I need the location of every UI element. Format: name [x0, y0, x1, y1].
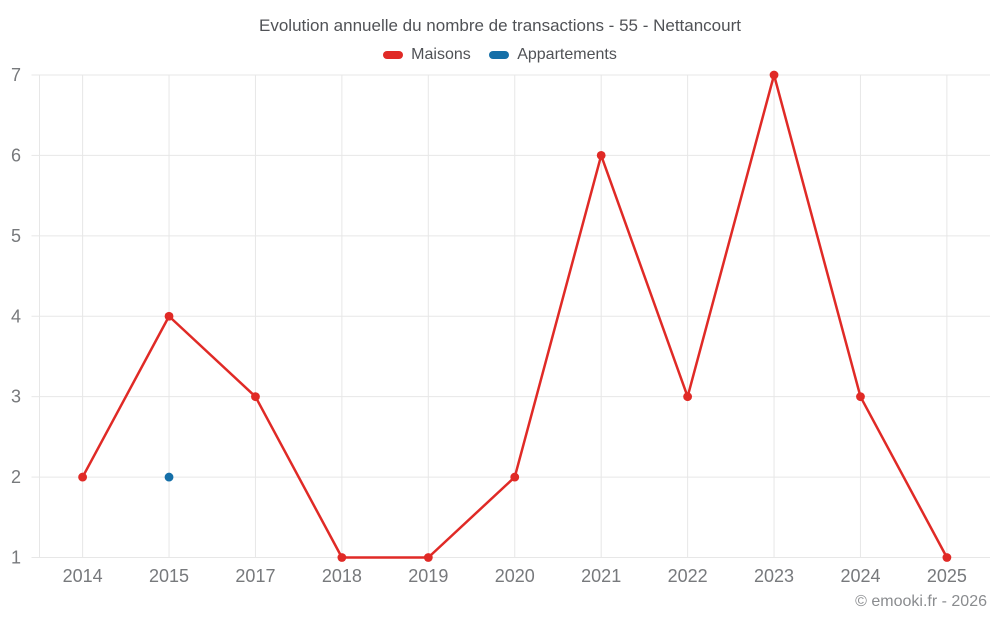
- data-point-maisons-2025[interactable]: [942, 553, 952, 562]
- y-axis-label: 5: [11, 226, 21, 246]
- data-point-maisons-2020[interactable]: [510, 472, 520, 482]
- appartements-legend-swatch-icon: [489, 51, 510, 59]
- x-axis-label: 2024: [840, 566, 880, 586]
- legend-label-maisons: Maisons: [411, 46, 471, 63]
- data-point-maisons-2017[interactable]: [251, 392, 260, 402]
- x-axis-label: 2014: [63, 566, 103, 586]
- y-axis-label: 6: [11, 145, 21, 165]
- data-point-appartements-2015[interactable]: [164, 472, 174, 482]
- data-point-maisons-2021[interactable]: [596, 151, 606, 160]
- x-axis-label: 2023: [754, 566, 794, 586]
- y-axis-label: 4: [11, 306, 21, 326]
- x-axis-label: 2020: [495, 566, 535, 586]
- maisons-legend-swatch-icon: [383, 51, 404, 59]
- x-axis-label: 2021: [581, 566, 621, 586]
- chart-title: Evolution annuelle du nombre de transact…: [259, 16, 741, 35]
- data-point-maisons-2015[interactable]: [164, 311, 174, 321]
- x-axis-label: 2018: [322, 566, 362, 586]
- data-point-maisons-2023[interactable]: [769, 70, 779, 80]
- data-point-maisons-2014[interactable]: [78, 472, 87, 482]
- y-axis-label: 2: [11, 467, 21, 487]
- legend-item-maisons[interactable]: Maisons: [383, 44, 471, 66]
- x-axis-label: 2025: [927, 566, 967, 586]
- legend-label-appartements: Appartements: [517, 46, 617, 63]
- y-axis-label: 7: [11, 65, 21, 85]
- data-point-maisons-2018[interactable]: [337, 553, 347, 562]
- data-point-maisons-2019[interactable]: [423, 553, 433, 562]
- legend-item-appartements[interactable]: Appartements: [489, 44, 617, 66]
- x-axis-label: 2022: [668, 566, 708, 586]
- x-axis-label: 2017: [235, 566, 275, 586]
- x-axis-label: 2015: [149, 566, 189, 586]
- data-point-maisons-2024[interactable]: [856, 392, 865, 402]
- copyright-text: © emooki.fr - 2026: [855, 593, 987, 610]
- y-axis-label: 1: [11, 548, 21, 568]
- x-axis-label: 2019: [408, 566, 448, 586]
- data-point-maisons-2022[interactable]: [683, 392, 693, 402]
- y-axis-label: 3: [11, 387, 21, 407]
- chart-legend: Maisons Appartements: [0, 44, 1000, 66]
